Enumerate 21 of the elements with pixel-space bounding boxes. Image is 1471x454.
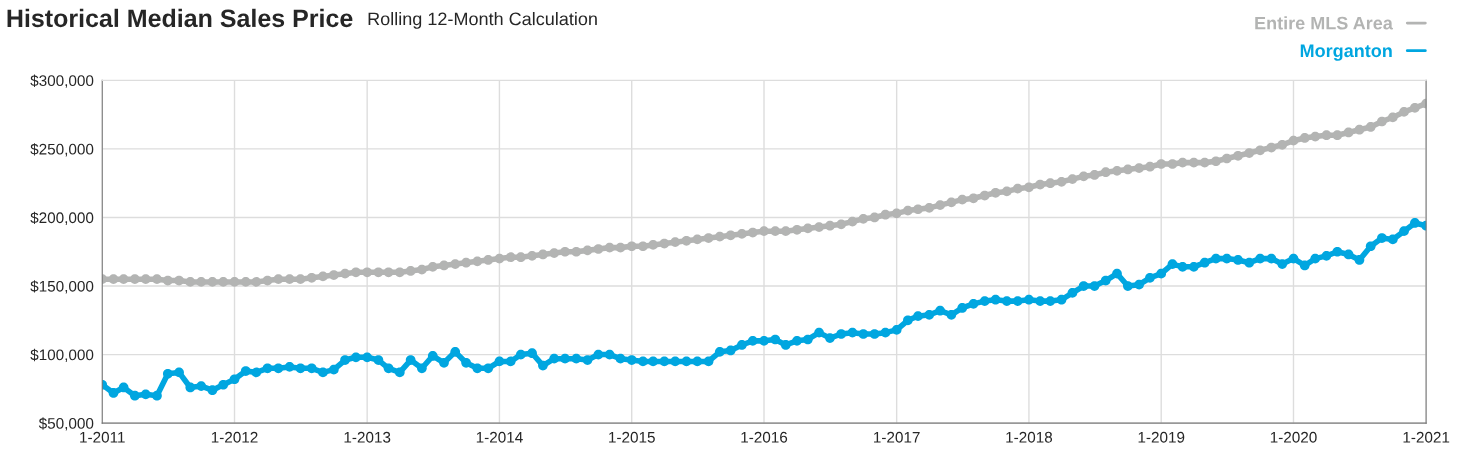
y-tick-label: $150,000 <box>30 280 94 294</box>
x-tick-label: 1-2012 <box>211 431 258 443</box>
legend-label: Entire MLS Area <box>1255 16 1393 30</box>
x-tick-label: 1-2016 <box>741 431 788 443</box>
chart-subtitle: Rolling 12-Month Calculation <box>368 12 597 29</box>
y-tick-label: $200,000 <box>30 211 94 225</box>
chart-title: Historical Median Sales Price <box>7 8 353 28</box>
x-tick-label: 1-2018 <box>1006 431 1053 443</box>
x-tick-label: 1-2014 <box>476 431 523 443</box>
y-tick-label: $250,000 <box>30 143 94 157</box>
x-tick-label: 1-2020 <box>1270 431 1317 443</box>
x-tick-label: 1-2015 <box>609 431 655 443</box>
x-tick-label: 1-2017 <box>874 431 920 443</box>
y-tick-label: $300,000 <box>30 74 94 88</box>
y-tick-label: $100,000 <box>30 348 94 363</box>
y-tick-label: $50,000 <box>38 417 94 431</box>
x-tick-label: 1-2013 <box>344 431 391 443</box>
x-tick-label: 1-2019 <box>1138 431 1185 443</box>
x-tick-label: 1-2011 <box>80 431 125 443</box>
legend-label: Morganton <box>1300 44 1392 61</box>
x-tick-label: 1-2021 <box>1403 431 1450 443</box>
